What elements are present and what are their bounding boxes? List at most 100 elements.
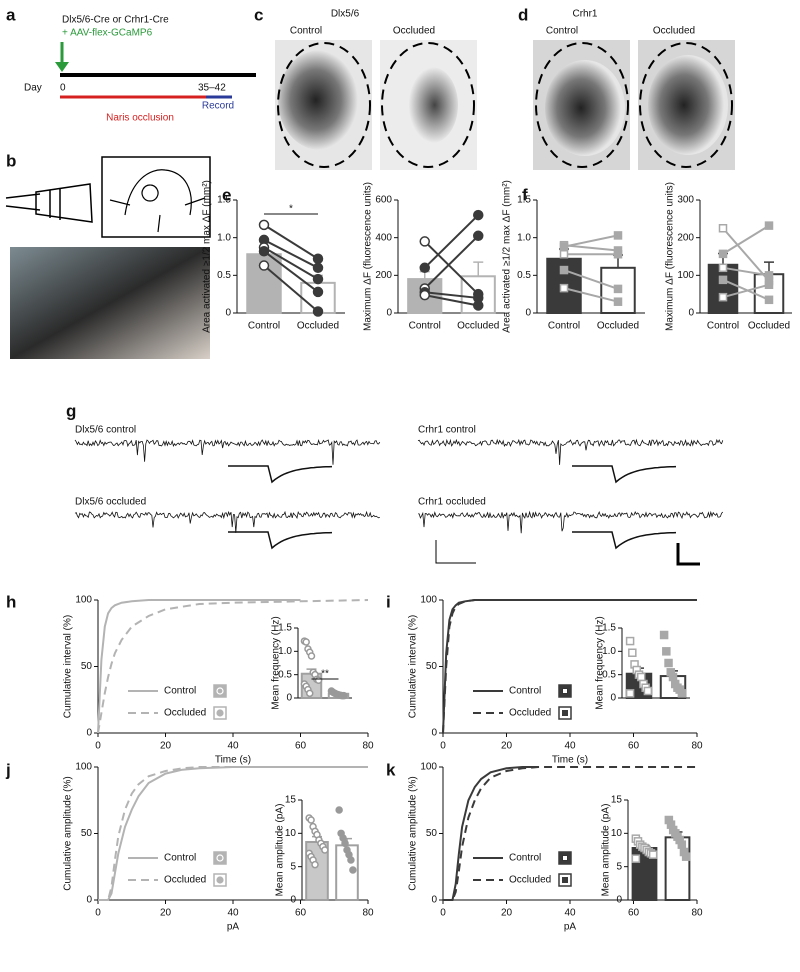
x-tick-label: Occluded	[748, 321, 790, 332]
trace	[418, 510, 724, 534]
y-tick-label: 100	[677, 270, 694, 281]
pair-line	[563, 244, 619, 252]
panel-a: a Dlx5/6-Cre or Crhr1-Cre + AAV-flex-GCa…	[6, 5, 256, 124]
pair-line	[263, 246, 319, 280]
panel-letter: a	[6, 5, 16, 24]
x-axis-label: Time (s)	[552, 755, 588, 766]
y-tick-label: 100	[75, 595, 92, 606]
y-tick-label: 100	[420, 762, 437, 773]
point	[312, 306, 324, 317]
y-axis-label: Cumulative interval (%)	[408, 615, 419, 718]
point	[473, 230, 484, 242]
point	[302, 638, 310, 646]
outline	[639, 42, 733, 168]
y-tick-label: 15	[611, 795, 623, 806]
x-axis-label: Time (s)	[215, 755, 251, 766]
point	[681, 852, 691, 861]
panel-letter: f	[522, 185, 528, 204]
point	[321, 846, 329, 854]
pair-line	[424, 294, 479, 307]
x-tick-label: Occluded	[457, 321, 499, 332]
cumulative-line	[442, 599, 697, 734]
photo	[10, 247, 210, 359]
point	[349, 866, 357, 874]
pair-line	[722, 227, 770, 282]
pair-line	[263, 239, 319, 269]
trace	[74, 439, 381, 465]
label: Control	[546, 26, 578, 37]
y-tick-label: 0	[225, 308, 231, 319]
point	[718, 249, 728, 259]
y-axis-label: Cumulative interval (%)	[63, 615, 74, 718]
x-tick-label: 60	[628, 741, 640, 752]
legend-icon-mark	[562, 855, 568, 861]
legend-icon-mark	[562, 710, 568, 716]
syringe-sketch	[5, 183, 93, 223]
point	[419, 289, 430, 301]
y-tick-label: 0.5	[602, 669, 616, 680]
y-tick-label: 15	[285, 795, 297, 806]
outline	[277, 42, 371, 168]
point	[613, 249, 623, 259]
point	[764, 280, 774, 289]
image-blob	[278, 50, 362, 150]
point	[636, 672, 646, 682]
label: Occluded	[393, 26, 435, 37]
pair-line	[563, 287, 619, 303]
x-tick-label: 0	[440, 741, 446, 752]
point	[559, 283, 569, 293]
scale-bar	[435, 540, 476, 564]
title: Dlx5/6	[331, 9, 360, 20]
point	[718, 263, 728, 273]
y-tick-label: 10	[285, 828, 297, 839]
point	[659, 630, 669, 640]
pair-line	[563, 269, 619, 290]
point	[628, 648, 637, 657]
y-tick-label: 0	[616, 895, 622, 906]
y-tick-label: 200	[677, 232, 694, 243]
label: 35–42	[198, 83, 226, 94]
pair-line	[263, 264, 319, 313]
point	[335, 806, 343, 814]
point	[258, 219, 270, 231]
point	[613, 284, 623, 294]
point	[662, 647, 671, 656]
point	[559, 242, 569, 251]
x-tick-label: 20	[501, 741, 513, 752]
x-tick-label: 40	[227, 908, 239, 919]
trace-label: Crhr1 occluded	[418, 497, 486, 508]
y-tick-label: 0	[525, 308, 531, 319]
panel-letter: j	[5, 760, 11, 779]
point	[341, 839, 349, 848]
label: Control	[290, 26, 322, 37]
point	[340, 691, 348, 700]
x-tick-label: Control	[409, 321, 441, 332]
y-tick-label: 50	[81, 828, 93, 839]
image-blob	[545, 60, 625, 156]
cumulative-line	[443, 766, 697, 901]
y-tick-label: 400	[375, 232, 392, 243]
x-tick-label: 40	[227, 741, 239, 752]
panel-letter: e	[222, 185, 231, 204]
y-tick-label: 100	[420, 595, 437, 606]
y-tick-label: 5	[616, 861, 622, 872]
x-tick-label: 60	[628, 908, 640, 919]
y-tick-label: 0.5	[217, 270, 231, 281]
y-tick-label: 1.0	[217, 232, 231, 243]
sketch-frame	[101, 156, 211, 238]
pair-line	[722, 266, 770, 277]
point	[312, 262, 324, 274]
image-blob	[648, 55, 728, 155]
trace	[417, 438, 724, 465]
title: Crhr1	[572, 9, 597, 20]
y-tick-label: 0	[86, 895, 92, 906]
point	[258, 245, 270, 257]
point	[473, 209, 484, 221]
legend-label: Occluded	[164, 875, 206, 886]
x-tick-label: 0	[95, 908, 101, 919]
y-tick-label: 1.5	[602, 623, 616, 634]
pair-line	[722, 283, 770, 299]
event-trace	[228, 465, 333, 484]
label: Naris occlusion	[106, 113, 174, 124]
